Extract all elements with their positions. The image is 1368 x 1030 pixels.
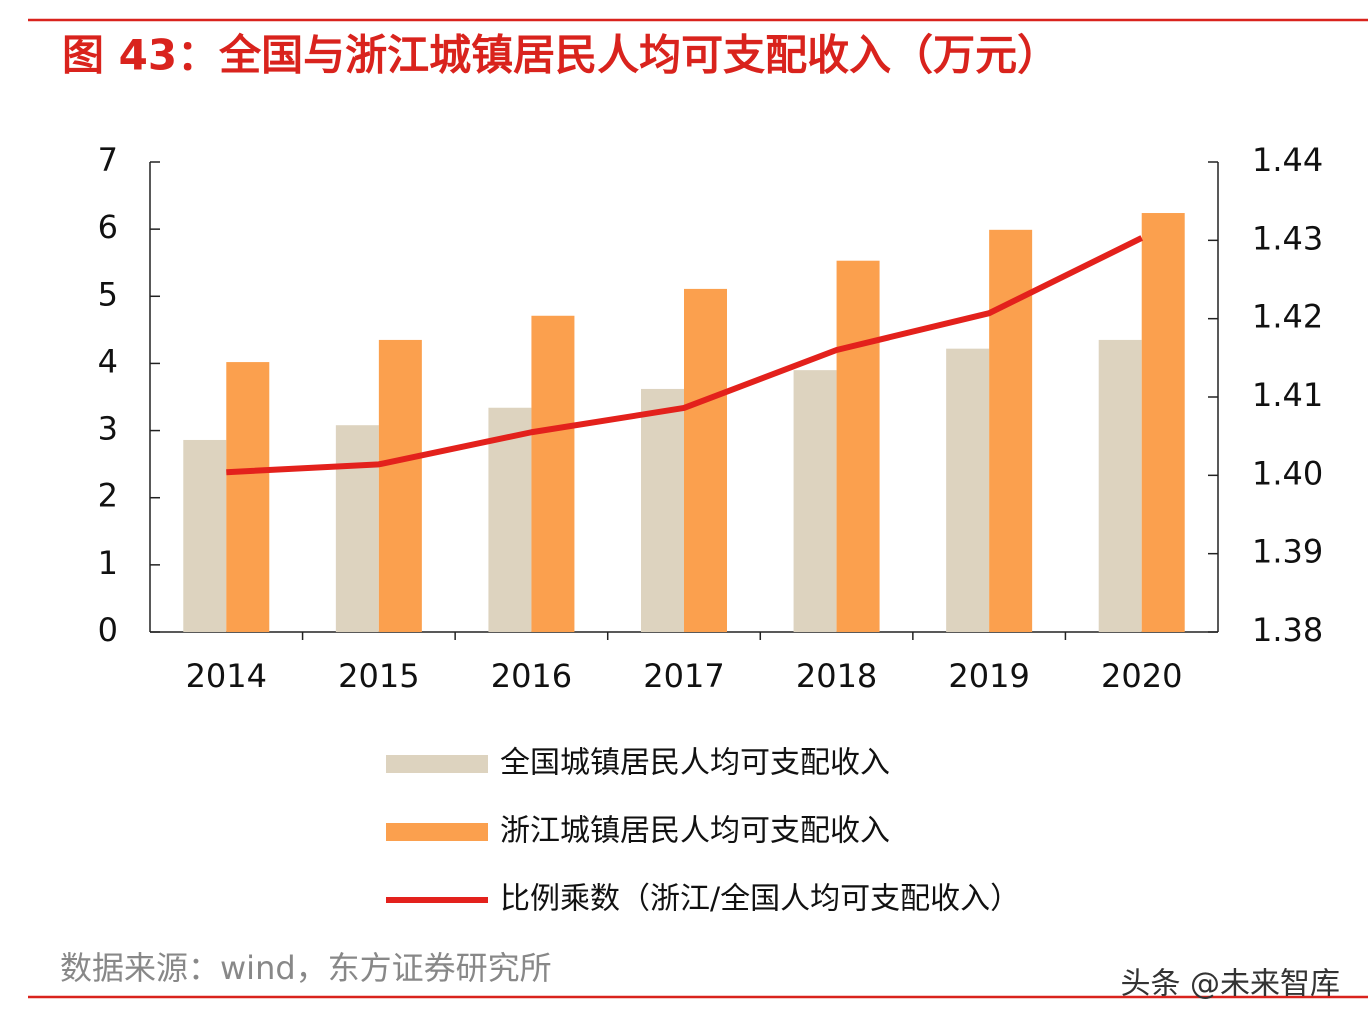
y-tick-label: 5 — [98, 275, 118, 313]
legend-swatch — [386, 823, 488, 841]
bar — [836, 260, 880, 632]
bar — [335, 425, 379, 632]
bar — [793, 370, 837, 632]
y-tick-label: 7 — [98, 141, 118, 179]
bar — [226, 362, 270, 632]
bar — [378, 339, 422, 632]
y-tick-label: 6 — [98, 208, 118, 246]
legend-label: 浙江城镇居民人均可支配收入 — [500, 814, 890, 849]
y2-tick-label: 1.43 — [1252, 219, 1323, 257]
bar — [183, 439, 227, 632]
y-tick-label: 2 — [98, 477, 118, 515]
x-tick-label: 2020 — [1101, 657, 1182, 695]
x-tick-label: 2017 — [643, 657, 724, 695]
y2-tick-label: 1.42 — [1252, 298, 1323, 336]
y2-tick-label: 1.38 — [1252, 611, 1323, 649]
bar — [684, 288, 727, 632]
y2-tick-label: 1.40 — [1252, 454, 1323, 492]
bar — [1141, 213, 1185, 632]
y-tick-label: 1 — [98, 544, 118, 582]
line — [226, 235, 1144, 476]
y2-tick-label: 1.41 — [1252, 376, 1323, 414]
y2-tick-label: 1.39 — [1252, 533, 1323, 571]
bar — [1098, 339, 1142, 632]
watermark: 头条 @未来智库 — [1120, 967, 1340, 1002]
y-tick-label: 0 — [98, 611, 118, 649]
chart-title: 图 43：全国与浙江城镇居民人均可支配收入（万元） — [62, 31, 1059, 80]
legend-label: 比例乘数（浙江/全国人均可支配收入） — [500, 882, 1020, 917]
bar — [641, 388, 684, 632]
x-tick-label: 2019 — [948, 657, 1029, 695]
bar — [488, 407, 532, 632]
legend-label: 全国城镇居民人均可支配收入 — [500, 746, 890, 781]
source: 数据来源：wind，东方证券研究所 — [60, 949, 552, 987]
legend-swatch — [386, 755, 488, 773]
x-tick-label: 2018 — [796, 657, 877, 695]
x-tick-label: 2014 — [186, 657, 267, 695]
x-tick-label: 2015 — [338, 657, 419, 695]
x-tick-label: 2016 — [491, 657, 572, 695]
y-tick-label: 3 — [98, 410, 118, 448]
y2-tick-label: 1.44 — [1252, 141, 1323, 179]
bar — [946, 348, 990, 632]
bar — [531, 315, 575, 632]
bar — [989, 229, 1033, 633]
y-tick-label: 4 — [98, 342, 118, 380]
